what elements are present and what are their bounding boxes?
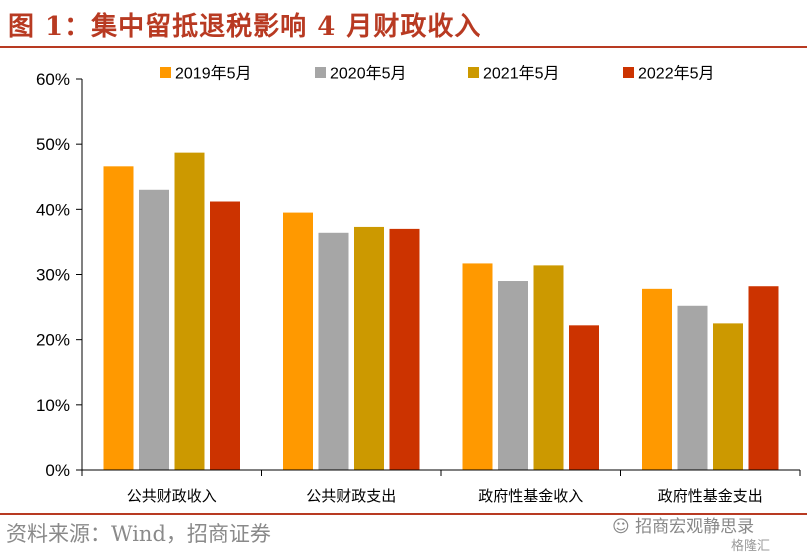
y-axis: 0% 10% 20% 30% 40% 50% 60% bbox=[36, 70, 83, 480]
bar-2-3 bbox=[498, 281, 528, 470]
y-tick-label: 60% bbox=[36, 70, 70, 89]
bar-4-1 bbox=[210, 201, 240, 470]
x-axis: 公共财政收入 公共财政支出 政府性基金收入 政府性基金支出 bbox=[81, 469, 801, 505]
legend-label: 2021年5月 bbox=[483, 65, 560, 83]
bar-2-4 bbox=[677, 305, 708, 470]
bar-4-2 bbox=[389, 228, 420, 470]
legend-label: 2022年5月 bbox=[638, 65, 715, 83]
wechat-icon: ☺ bbox=[612, 517, 636, 537]
y-tick-label: 20% bbox=[36, 331, 70, 350]
bar-4-3 bbox=[569, 325, 599, 470]
x-category-label: 公共财政收入 bbox=[127, 487, 217, 505]
y-tick-label: 30% bbox=[36, 266, 70, 285]
bar-1-4 bbox=[642, 288, 672, 470]
source-note: 资料来源：Wind，招商证券 bbox=[6, 522, 271, 546]
bar-3-4 bbox=[713, 323, 743, 470]
legend-swatch bbox=[160, 67, 171, 78]
legend-label: 2019年5月 bbox=[175, 65, 252, 83]
figure-title: 图 1：集中留抵退税影响 4 月财政收入 bbox=[8, 12, 482, 42]
bar-chart: 0% 10% 20% 30% 40% 50% 60% 公共财政收入 公共财政支出 政府性基金收入… bbox=[36, 65, 801, 505]
bar-1-2 bbox=[283, 212, 313, 470]
legend-swatch bbox=[315, 67, 326, 78]
y-tick-label: 10% bbox=[36, 396, 70, 415]
y-tick-label: 40% bbox=[36, 200, 70, 219]
bar-3-1 bbox=[174, 152, 205, 470]
legend-label: 2020年5月 bbox=[330, 65, 407, 83]
bar-2-2 bbox=[318, 232, 349, 470]
x-category-label: 政府性基金支出 bbox=[658, 487, 763, 505]
y-tick-label: 0% bbox=[45, 461, 70, 480]
legend-swatch bbox=[468, 67, 479, 78]
y-tick-label: 50% bbox=[36, 135, 70, 154]
bars bbox=[103, 152, 779, 471]
title-divider bbox=[0, 46, 807, 48]
watermark: ☺ 招商宏观静思录 bbox=[612, 512, 754, 537]
x-category-label: 公共财政支出 bbox=[306, 487, 396, 505]
bar-1-3 bbox=[462, 263, 493, 470]
footer-divider bbox=[0, 513, 807, 515]
watermark-text: 招商宏观静思录 bbox=[635, 517, 755, 537]
bar-4-4 bbox=[748, 286, 779, 470]
bar-2-1 bbox=[139, 189, 169, 471]
bar-3-2 bbox=[354, 226, 384, 470]
bar-1-1 bbox=[103, 166, 134, 470]
legend-swatch bbox=[623, 67, 634, 78]
bar-3-3 bbox=[533, 265, 564, 470]
legend: 2019年5月 2020年5月 2021年5月 2022年5月 bbox=[160, 65, 715, 83]
watermark-logo: 格隆汇 bbox=[731, 539, 771, 554]
x-category-label: 政府性基金收入 bbox=[478, 487, 583, 505]
